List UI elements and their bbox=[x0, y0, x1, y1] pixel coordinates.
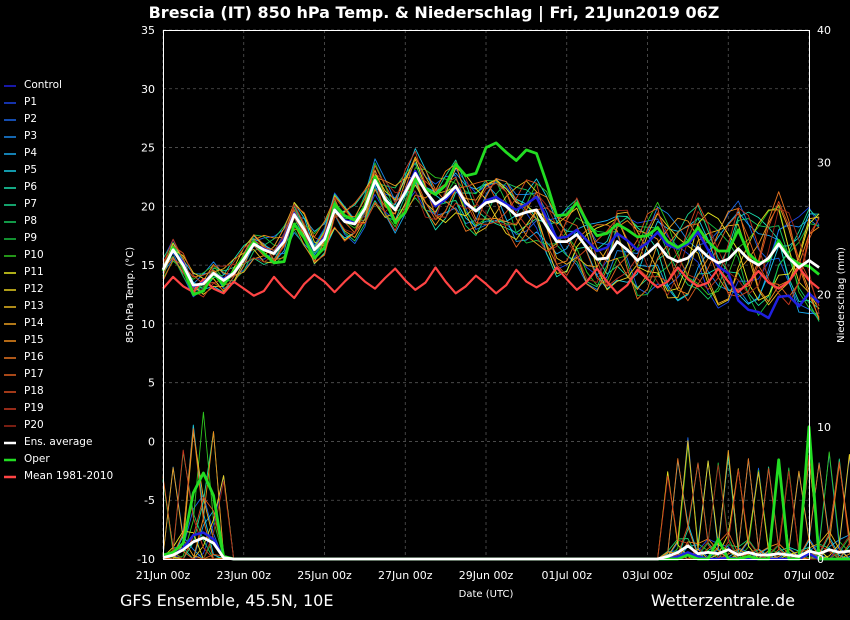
x-tick-label: 01Jul 00z bbox=[541, 569, 592, 582]
highlighted-series bbox=[161, 141, 850, 561]
footer-site-credit: Wetterzentrale.de bbox=[651, 591, 795, 610]
legend-label: P10 bbox=[24, 249, 44, 261]
plot-frame bbox=[163, 30, 810, 560]
legend-label: P11 bbox=[24, 266, 44, 278]
y-axis-label-right: Niederschlag (mm) bbox=[836, 247, 847, 343]
legend-label: P20 bbox=[24, 419, 44, 431]
legend-label: Control bbox=[24, 79, 62, 91]
x-tick-label: 23Jun 00z bbox=[217, 569, 272, 582]
legend-label: Mean 1981-2010 bbox=[24, 470, 113, 482]
member-temp-line-p18 bbox=[162, 173, 820, 307]
legend-label: Ens. average bbox=[24, 436, 92, 448]
member-temp-line-p14 bbox=[162, 176, 820, 320]
member-temp-line-p6 bbox=[162, 170, 820, 310]
ensemble-member-lines bbox=[162, 148, 850, 560]
member-temp-line-p20 bbox=[162, 161, 820, 315]
y-tick-label-left: 20 bbox=[141, 200, 155, 213]
legend-label: P16 bbox=[24, 351, 44, 363]
member-temp-line-p19 bbox=[162, 150, 820, 306]
member-temp-line-p2 bbox=[162, 162, 820, 320]
x-tick-label: 25Jun 00z bbox=[297, 569, 352, 582]
legend-label: P2 bbox=[24, 113, 37, 125]
y-tick-label-left: 30 bbox=[141, 83, 155, 96]
ens-average-temp-line bbox=[161, 172, 820, 287]
legend-label: P6 bbox=[24, 181, 37, 193]
y-axis-label-left: 850 hPa Temp. (°C) bbox=[125, 247, 136, 343]
x-tick-label: 05Jul 00z bbox=[703, 569, 754, 582]
member-precip-line-p16 bbox=[162, 428, 850, 560]
y-tick-label-right: 0 bbox=[817, 553, 824, 566]
y-tick-label-left: 0 bbox=[148, 435, 155, 448]
legend-label: P18 bbox=[24, 385, 44, 397]
legend-label: P3 bbox=[24, 130, 37, 142]
member-precip-line-p20 bbox=[162, 464, 850, 560]
legend-label: P8 bbox=[24, 215, 37, 227]
climatology-mean-line bbox=[162, 266, 820, 300]
oper-temp-line bbox=[161, 141, 820, 296]
y-tick-label-right: 10 bbox=[817, 421, 831, 434]
footer-model-info: GFS Ensemble, 45.5N, 10E bbox=[120, 591, 333, 610]
member-precip-line-p15 bbox=[162, 431, 850, 560]
member-temp-line-p13 bbox=[162, 156, 820, 306]
member-precip-line-p9 bbox=[162, 462, 850, 560]
x-tick-label: 03Jul 00z bbox=[622, 569, 673, 582]
legend-label: Oper bbox=[24, 453, 50, 465]
member-temp-line-p9 bbox=[162, 162, 820, 316]
y-tick-label-left: 5 bbox=[148, 377, 155, 390]
legend: Control P1 P2 P3 P4 P5 P6 P7 P8 P9 P10 P11 P12 P13 P14… bbox=[4, 79, 113, 482]
member-precip-line-p17 bbox=[162, 470, 850, 560]
member-precip-line-p5 bbox=[162, 424, 850, 560]
legend-label: P13 bbox=[24, 300, 44, 312]
x-tick-label: 21Jun 00z bbox=[136, 569, 191, 582]
member-precip-line-p7 bbox=[162, 431, 850, 560]
legend-label: P14 bbox=[24, 317, 44, 329]
legend-label: P17 bbox=[24, 368, 44, 380]
y-tick-label-left: -10 bbox=[137, 553, 155, 566]
legend-label: P19 bbox=[24, 402, 44, 414]
y-tick-label-left: 10 bbox=[141, 318, 155, 331]
legend-label: P1 bbox=[24, 96, 37, 108]
x-tick-label: 27Jun 00z bbox=[378, 569, 433, 582]
legend-label: P4 bbox=[24, 147, 37, 159]
legend-label: P7 bbox=[24, 198, 37, 210]
y-tick-label-left: 35 bbox=[141, 24, 155, 37]
y-tick-label-left: 15 bbox=[141, 259, 155, 272]
chart-title: Brescia (IT) 850 hPa Temp. & Niederschla… bbox=[149, 3, 720, 23]
x-tick-label: 07Jul 00z bbox=[784, 569, 835, 582]
legend-label: P15 bbox=[24, 334, 44, 346]
legend-label: P5 bbox=[24, 164, 37, 176]
y-tick-label-right: 40 bbox=[817, 24, 831, 37]
x-tick-label: 29Jun 00z bbox=[459, 569, 514, 582]
legend-label: P12 bbox=[24, 283, 44, 295]
member-temp-line-p8 bbox=[162, 163, 820, 322]
y-tick-label-left: 25 bbox=[141, 142, 155, 155]
axis-ticks: 35 30 25 20 15 10 5 0 -5 -10 40 30 20 10 0 21Jun 00z 23J… bbox=[136, 24, 835, 582]
y-tick-label-right: 30 bbox=[817, 156, 831, 169]
legend-label: P9 bbox=[24, 232, 37, 244]
member-precip-line-p13 bbox=[163, 431, 850, 560]
x-axis-label: Date (UTC) bbox=[459, 589, 514, 600]
y-tick-label-left: -5 bbox=[144, 494, 155, 507]
y-tick-label-right: 20 bbox=[817, 289, 831, 302]
